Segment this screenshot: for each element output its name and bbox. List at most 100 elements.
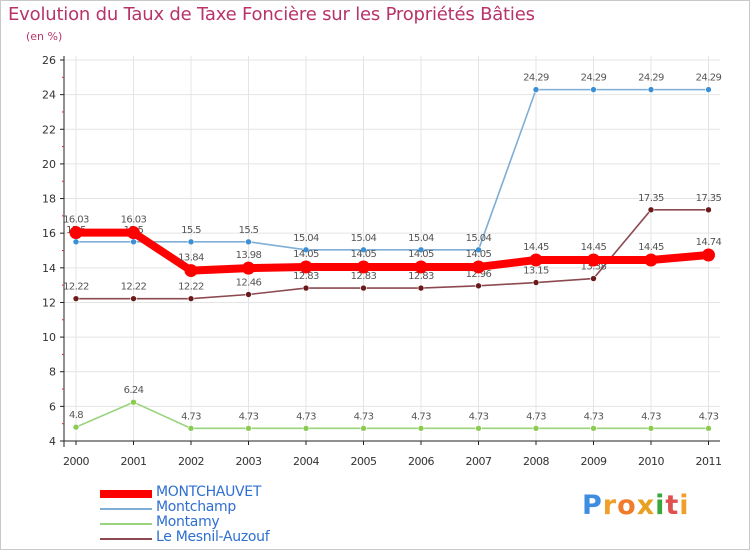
data-label-montamy: 4.73 — [641, 411, 661, 422]
data-label-montamy: 4.8 — [69, 410, 83, 421]
y-tick-label: 4 — [49, 435, 56, 448]
y-tick-label: 22 — [42, 123, 56, 136]
data-point-montamy — [532, 425, 540, 432]
data-label-montchauvet: 13.98 — [236, 250, 262, 261]
logo-letter: P — [582, 490, 603, 521]
data-point-montchamp — [475, 246, 482, 254]
data-point-montchamp — [187, 238, 195, 246]
data-label-le-mesnil-auzouf: 12.22 — [121, 282, 147, 293]
logo-letter: t — [665, 490, 680, 521]
data-point-montchauvet — [357, 260, 370, 274]
data-point-montchauvet — [702, 248, 715, 262]
x-tick-label: 2006 — [408, 455, 434, 468]
x-tick-label: 2008 — [523, 455, 549, 468]
data-point-montamy — [705, 425, 712, 432]
legend-swatch-montchauvet — [100, 490, 152, 498]
data-label-montamy: 4.73 — [181, 411, 201, 422]
x-tick-label: 2007 — [466, 455, 492, 468]
data-label-le-mesnil-auzouf: 12.46 — [236, 277, 262, 288]
data-label-montchauvet: 14.05 — [466, 249, 492, 260]
data-label-montchauvet: 14.45 — [581, 242, 607, 253]
data-point-montamy — [360, 425, 367, 432]
y-tick-label: 26 — [42, 54, 56, 67]
logo-letter: i — [679, 490, 690, 521]
data-point-montchauvet — [299, 260, 313, 274]
data-label-montchamp: 15.04 — [466, 233, 492, 244]
x-tick-label: 2004 — [293, 455, 319, 468]
data-point-montamy — [590, 425, 597, 432]
data-label-montamy: 4.73 — [469, 411, 489, 422]
data-point-le-mesnil-auzouf — [417, 284, 425, 292]
y-tick-label: 6 — [49, 400, 56, 413]
data-point-le-mesnil-auzouf — [130, 295, 137, 302]
data-label-montchauvet: 14.74 — [696, 237, 722, 248]
data-point-le-mesnil-auzouf — [72, 295, 80, 302]
logo-letter: x — [636, 490, 656, 521]
y-tick-label: 20 — [42, 158, 56, 171]
y-tick-label: 14 — [42, 262, 56, 275]
data-label-le-mesnil-auzouf: 12.83 — [408, 271, 434, 282]
data-point-montchauvet — [242, 261, 255, 275]
data-label-le-mesnil-auzouf: 12.22 — [63, 282, 89, 293]
data-label-montamy: 4.73 — [411, 411, 431, 422]
x-tick-label: 2003 — [236, 455, 262, 468]
y-tick-label: 18 — [42, 193, 56, 206]
legend-label-le-mesnil-auzouf: Le Mesnil-Auzouf — [156, 529, 270, 545]
data-point-le-mesnil-auzouf — [475, 282, 482, 290]
data-point-montamy — [302, 425, 310, 432]
data-point-le-mesnil-auzouf — [590, 275, 597, 282]
data-label-le-mesnil-auzouf: 12.96 — [466, 269, 492, 280]
data-label-montchauvet: 16.03 — [121, 215, 147, 226]
data-label-montchamp: 15.04 — [408, 233, 434, 244]
data-label-montamy: 4.73 — [526, 411, 546, 422]
data-label-montchamp: 24.29 — [638, 73, 664, 84]
data-point-montchamp — [705, 86, 712, 93]
data-label-le-mesnil-auzouf: 17.35 — [696, 193, 722, 204]
data-point-montchamp — [590, 86, 597, 93]
data-label-montamy: 4.73 — [699, 411, 719, 422]
data-point-le-mesnil-auzouf — [302, 284, 310, 292]
data-point-montchauvet — [69, 226, 83, 240]
x-tick-label: 2005 — [351, 455, 377, 468]
data-point-montchauvet — [472, 260, 485, 274]
data-point-montchamp — [72, 238, 80, 246]
series-line-montchamp — [75, 88, 710, 251]
legend-swatch-montamy — [100, 523, 152, 525]
data-point-montchamp — [417, 246, 425, 254]
y-tick-label: 12 — [42, 296, 56, 309]
series-line-le-mesnil-auzouf — [75, 209, 710, 300]
data-label-montchamp: 15.04 — [351, 233, 377, 244]
data-point-le-mesnil-auzouf — [705, 206, 712, 214]
proxiti-logo: Proxiti — [582, 490, 690, 521]
x-tick-label: 2001 — [121, 455, 147, 468]
data-point-montchauvet — [414, 260, 428, 274]
legend-swatch-montchamp — [100, 508, 152, 510]
x-tick-label: 2011 — [696, 455, 722, 468]
legend-label-montchauvet: MONTCHAUVET — [156, 484, 262, 500]
data-label-montchamp: 24.29 — [696, 73, 722, 84]
data-point-montchauvet — [587, 253, 600, 267]
data-label-montamy: 4.73 — [584, 411, 604, 422]
data-label-montchauvet: 14.45 — [638, 242, 664, 253]
data-point-le-mesnil-auzouf — [532, 279, 540, 286]
data-label-le-mesnil-auzouf: 17.35 — [638, 193, 664, 204]
data-point-montchamp — [532, 86, 540, 93]
data-label-montchauvet: 13.84 — [178, 253, 204, 264]
y-tick-label: 16 — [42, 227, 56, 240]
y-tick-label: 24 — [42, 89, 56, 102]
series-line-montamy — [75, 401, 710, 430]
data-point-montchamp — [647, 86, 655, 93]
y-axis-unit-label: (en %) — [26, 30, 63, 43]
data-label-montchamp: 24.29 — [523, 73, 549, 84]
data-label-montchauvet: 14.05 — [293, 249, 319, 260]
data-point-montamy — [187, 425, 195, 432]
legend-label-montamy: Montamy — [156, 514, 220, 530]
data-label-montchauvet: 14.45 — [523, 242, 549, 253]
data-point-montamy — [130, 398, 137, 406]
x-tick-label: 2000 — [63, 455, 89, 468]
data-point-montchamp — [130, 238, 137, 246]
y-tick-label: 10 — [42, 331, 56, 344]
x-tick-label: 2009 — [581, 455, 607, 468]
data-label-montchamp: 24.29 — [581, 73, 607, 84]
